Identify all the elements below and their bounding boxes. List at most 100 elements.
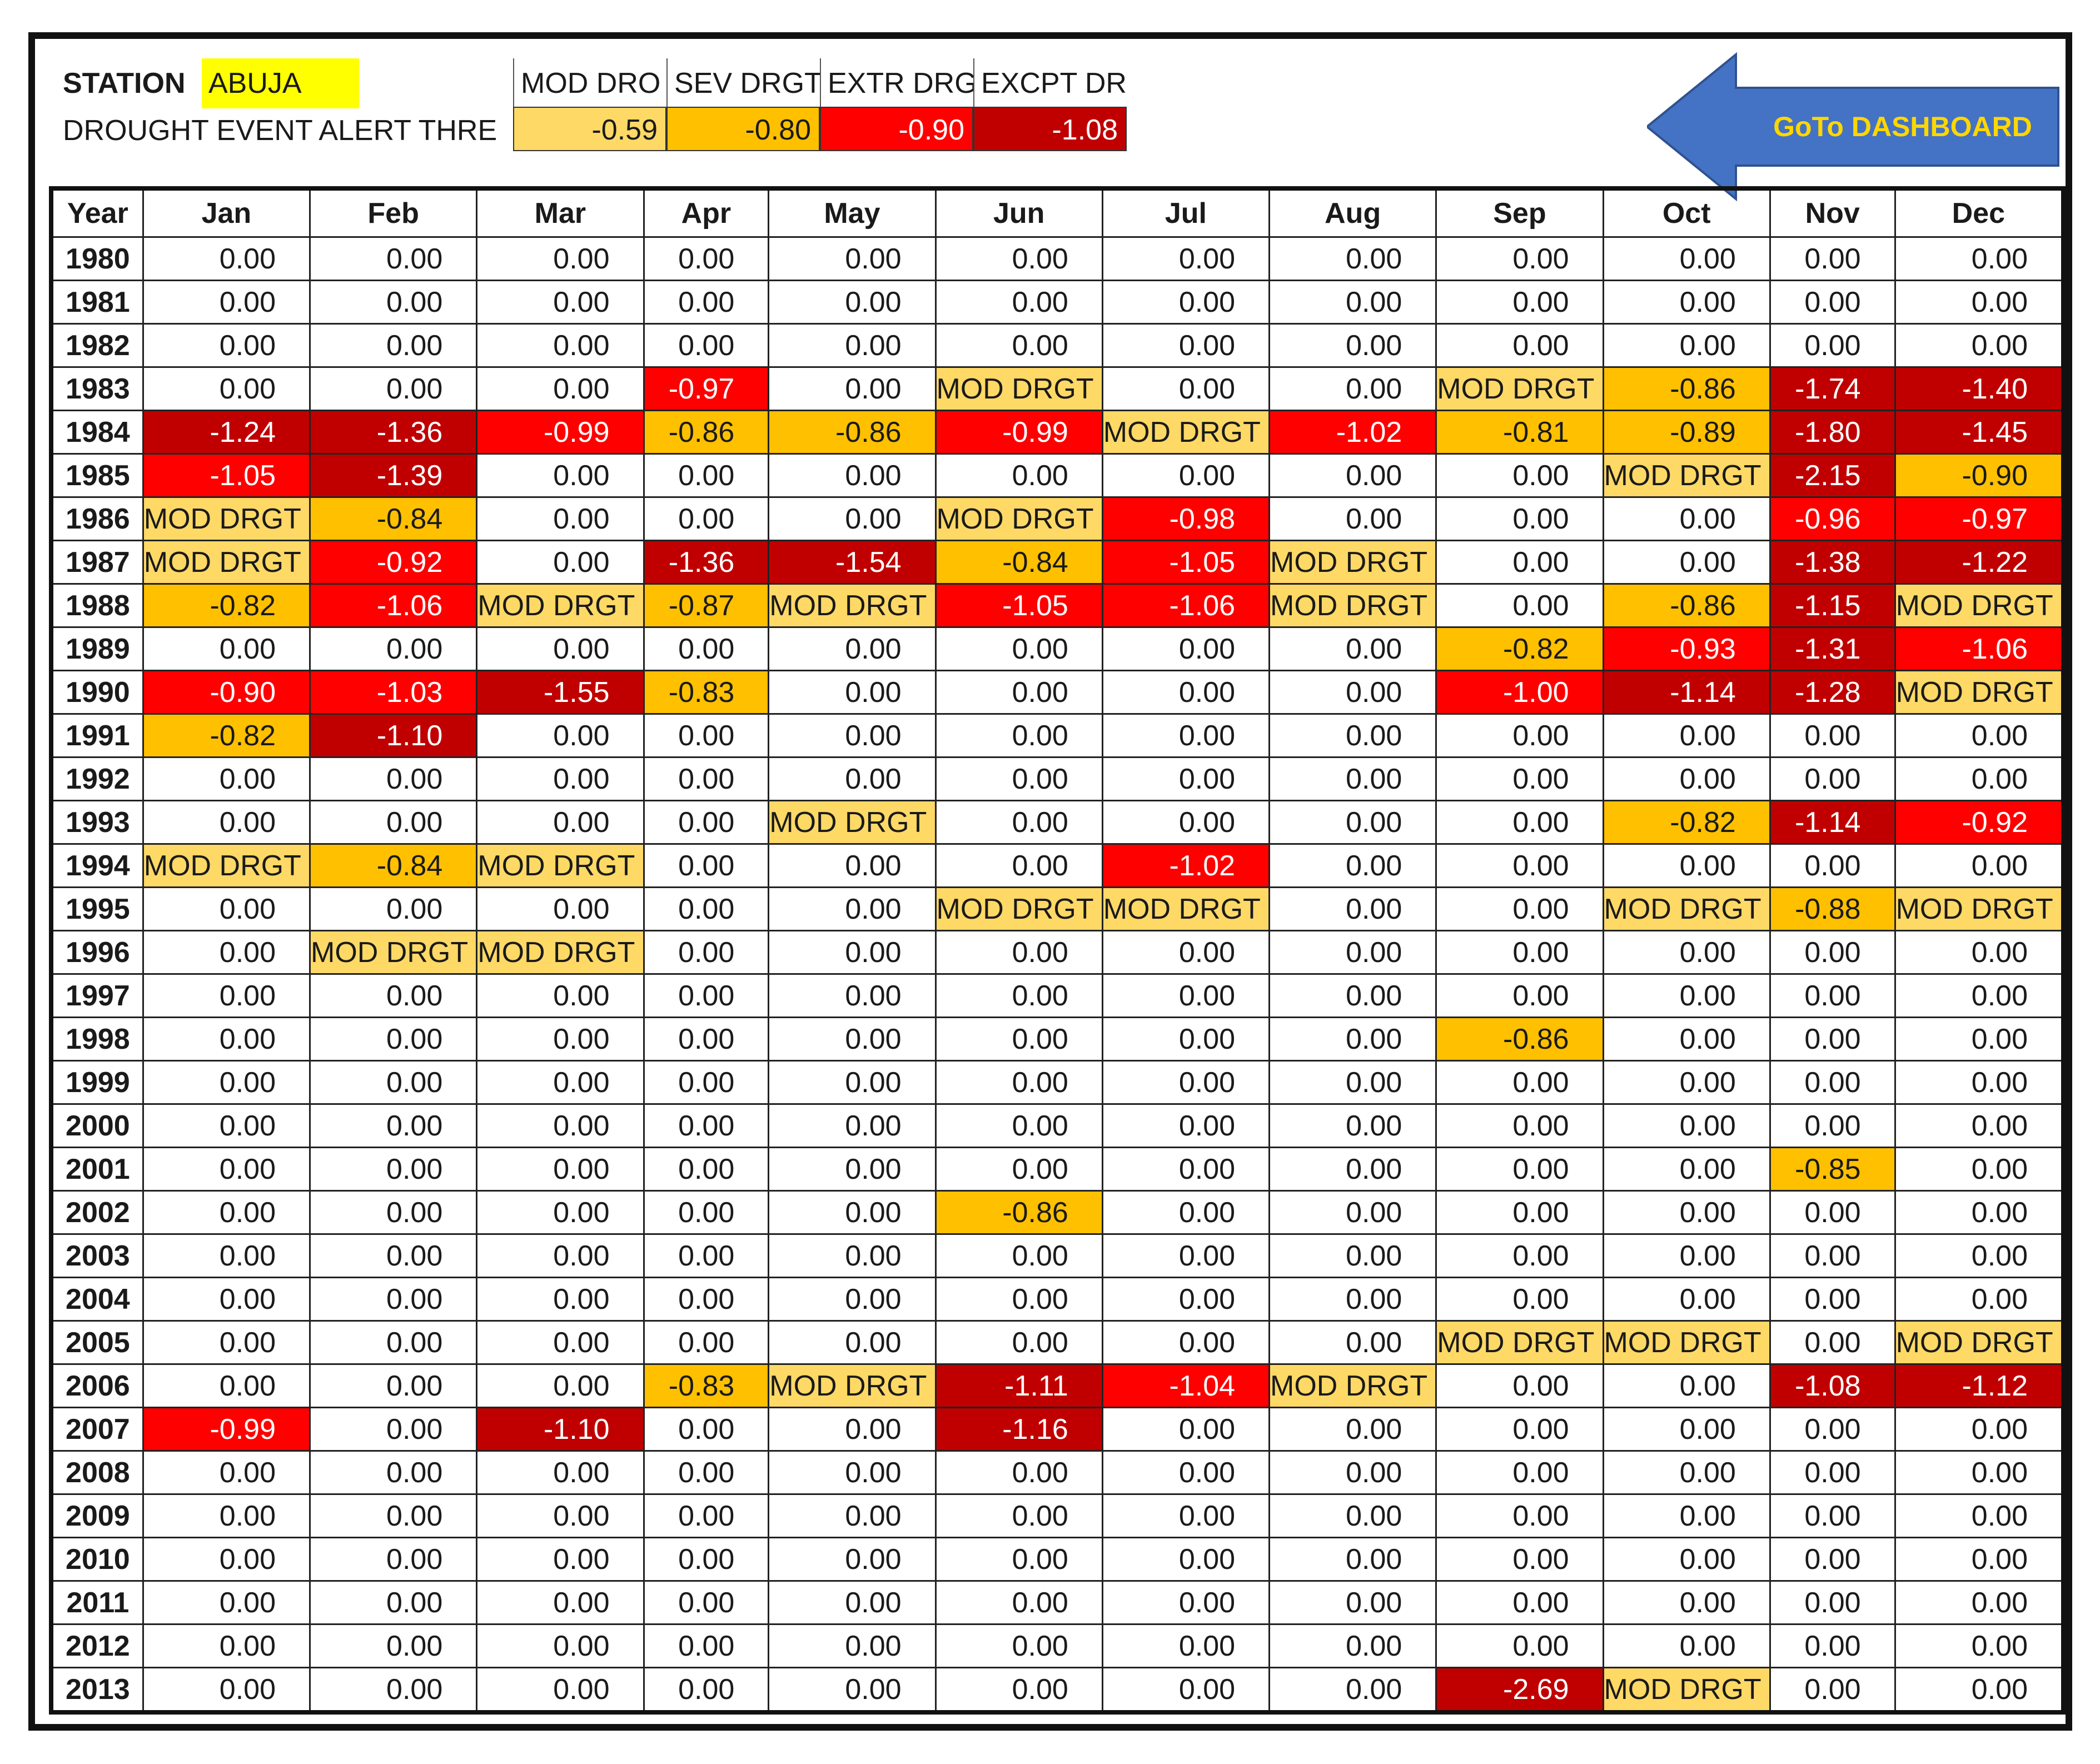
index-cell[interactable]: 0.00 xyxy=(643,1147,770,1192)
index-cell[interactable]: 0.00 xyxy=(1769,1103,1896,1148)
index-cell[interactable]: 0.00 xyxy=(768,1103,937,1148)
index-cell[interactable]: 0.00 xyxy=(643,800,770,845)
index-cell[interactable]: 0.00 xyxy=(1769,323,1896,368)
index-cell[interactable]: 0.00 xyxy=(934,323,1103,368)
index-cell[interactable]: 0.00 xyxy=(1435,930,1604,975)
index-cell[interactable]: 0.00 xyxy=(1268,670,1437,715)
index-cell[interactable]: -1.14 xyxy=(1602,670,1771,715)
index-cell[interactable]: MOD DRGT xyxy=(934,886,1103,931)
year-cell[interactable]: 1981 xyxy=(50,280,144,325)
index-cell[interactable]: 0.00 xyxy=(142,973,311,1018)
index-cell[interactable]: 0.00 xyxy=(142,800,311,845)
index-cell[interactable]: -0.93 xyxy=(1602,626,1771,671)
index-cell[interactable]: -1.14 xyxy=(1769,800,1896,845)
year-cell[interactable]: 2002 xyxy=(50,1190,144,1235)
index-cell[interactable]: 0.00 xyxy=(1602,1103,1771,1148)
index-cell[interactable]: 0.00 xyxy=(308,1407,478,1452)
index-cell[interactable]: 0.00 xyxy=(1101,280,1271,325)
index-cell[interactable]: 0.00 xyxy=(1101,1103,1271,1148)
index-cell[interactable]: 0.00 xyxy=(476,280,645,325)
index-cell[interactable]: MOD DRGT xyxy=(1268,583,1437,628)
index-cell[interactable]: 0.00 xyxy=(476,1363,645,1408)
index-cell[interactable]: 0.00 xyxy=(1602,1450,1771,1495)
index-cell[interactable]: 0.00 xyxy=(768,280,937,325)
index-cell[interactable]: 0.00 xyxy=(768,366,937,411)
index-cell[interactable]: 0.00 xyxy=(1435,1580,1604,1625)
index-cell[interactable]: MOD DRGT xyxy=(1268,540,1437,585)
index-cell[interactable]: 0.00 xyxy=(768,626,937,671)
index-cell[interactable]: 0.00 xyxy=(1435,1103,1604,1148)
year-cell[interactable]: 1982 xyxy=(50,323,144,368)
index-cell[interactable]: 0.00 xyxy=(1435,1147,1604,1192)
index-cell[interactable]: 0.00 xyxy=(1268,800,1437,845)
index-cell[interactable]: 0.00 xyxy=(1101,1580,1271,1625)
index-cell[interactable]: -1.39 xyxy=(308,453,478,498)
index-cell[interactable]: 0.00 xyxy=(1602,236,1771,281)
index-cell[interactable]: 0.00 xyxy=(308,323,478,368)
index-cell[interactable]: 0.00 xyxy=(142,1493,311,1538)
index-cell[interactable]: -1.06 xyxy=(308,583,478,628)
index-cell[interactable]: -0.87 xyxy=(643,583,770,628)
index-cell[interactable]: 0.00 xyxy=(1435,1277,1604,1322)
index-cell[interactable]: -0.92 xyxy=(308,540,478,585)
index-cell[interactable]: 0.00 xyxy=(643,1190,770,1235)
index-cell[interactable]: 0.00 xyxy=(476,1450,645,1495)
index-cell[interactable]: 0.00 xyxy=(643,1537,770,1582)
index-cell[interactable]: -0.84 xyxy=(308,496,478,541)
year-cell[interactable]: 1997 xyxy=(50,973,144,1018)
index-cell[interactable]: 0.00 xyxy=(643,626,770,671)
index-cell[interactable]: 0.00 xyxy=(1602,540,1771,585)
index-cell[interactable]: MOD DRGT xyxy=(308,930,478,975)
index-cell[interactable]: MOD DRGT xyxy=(1894,1320,2064,1365)
index-cell[interactable]: 0.00 xyxy=(768,1233,937,1278)
index-cell[interactable]: 0.00 xyxy=(1268,1623,1437,1668)
index-cell[interactable]: -1.16 xyxy=(934,1407,1103,1452)
index-cell[interactable]: 0.00 xyxy=(1894,236,2064,281)
index-cell[interactable]: 0.00 xyxy=(1894,1537,2064,1582)
index-cell[interactable]: 0.00 xyxy=(934,1060,1103,1105)
index-cell[interactable]: 0.00 xyxy=(308,1450,478,1495)
index-cell[interactable]: 0.00 xyxy=(1894,1407,2064,1452)
index-cell[interactable]: 0.00 xyxy=(1435,973,1604,1018)
index-cell[interactable]: 0.00 xyxy=(308,756,478,801)
index-cell[interactable]: 0.00 xyxy=(934,1016,1103,1062)
index-cell[interactable]: 0.00 xyxy=(1894,1277,2064,1322)
index-cell[interactable]: 0.00 xyxy=(1101,973,1271,1018)
column-header[interactable]: Mar xyxy=(476,187,645,238)
index-cell[interactable]: 0.00 xyxy=(934,1450,1103,1495)
index-cell[interactable]: 0.00 xyxy=(1769,930,1896,975)
index-cell[interactable]: 0.00 xyxy=(476,236,645,281)
index-cell[interactable]: 0.00 xyxy=(1435,1190,1604,1235)
index-cell[interactable]: 0.00 xyxy=(768,1450,937,1495)
index-cell[interactable]: -0.97 xyxy=(643,366,770,411)
index-cell[interactable]: 0.00 xyxy=(768,756,937,801)
index-cell[interactable]: 0.00 xyxy=(1602,756,1771,801)
index-cell[interactable]: 0.00 xyxy=(1435,583,1604,628)
year-cell[interactable]: 1991 xyxy=(50,713,144,758)
year-cell[interactable]: 1983 xyxy=(50,366,144,411)
index-cell[interactable]: 0.00 xyxy=(142,886,311,931)
index-cell[interactable]: 0.00 xyxy=(1435,1537,1604,1582)
index-cell[interactable]: 0.00 xyxy=(308,236,478,281)
index-cell[interactable]: 0.00 xyxy=(1602,1233,1771,1278)
index-cell[interactable]: 0.00 xyxy=(1894,973,2064,1018)
index-cell[interactable]: 0.00 xyxy=(1769,973,1896,1018)
index-cell[interactable]: 0.00 xyxy=(476,800,645,845)
index-cell[interactable]: 0.00 xyxy=(934,1493,1103,1538)
index-cell[interactable]: 0.00 xyxy=(308,1580,478,1625)
year-cell[interactable]: 2009 xyxy=(50,1493,144,1538)
index-cell[interactable]: -0.97 xyxy=(1894,496,2064,541)
year-cell[interactable]: 1987 xyxy=(50,540,144,585)
index-cell[interactable]: 0.00 xyxy=(1435,1407,1604,1452)
index-cell[interactable]: 0.00 xyxy=(142,1277,311,1322)
index-cell[interactable]: 0.00 xyxy=(308,1147,478,1192)
index-cell[interactable]: 0.00 xyxy=(1435,1450,1604,1495)
index-cell[interactable]: -1.05 xyxy=(934,583,1103,628)
index-cell[interactable]: -1.24 xyxy=(142,410,311,455)
index-cell[interactable]: 0.00 xyxy=(1894,1493,2064,1538)
index-cell[interactable]: 0.00 xyxy=(308,1277,478,1322)
index-cell[interactable]: MOD DRGT xyxy=(1435,1320,1604,1365)
index-cell[interactable]: 0.00 xyxy=(1268,496,1437,541)
index-cell[interactable]: 0.00 xyxy=(1894,1233,2064,1278)
threshold-value-extr[interactable]: -0.90 xyxy=(820,107,973,151)
